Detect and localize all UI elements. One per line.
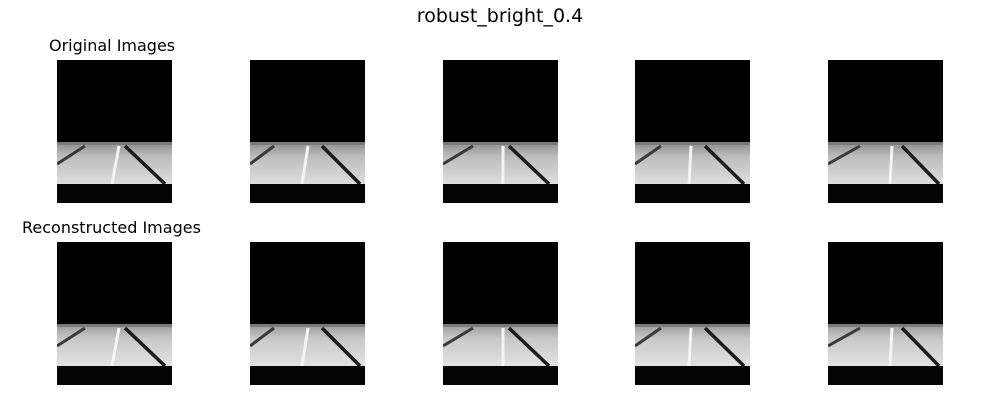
original-image-4 [635, 60, 750, 203]
row-label-original: Original Images [49, 36, 176, 55]
reconstructed-image-5 [828, 242, 943, 385]
reconstructed-image-2 [250, 242, 365, 385]
reconstructed-image-4 [635, 242, 750, 385]
original-image-2 [250, 60, 365, 203]
original-image-5 [828, 60, 943, 203]
reconstructed-image-1 [57, 242, 172, 385]
original-image-3 [443, 60, 558, 203]
figure-title: robust_bright_0.4 [416, 5, 584, 27]
row-label-reconstructed: Reconstructed Images [22, 218, 201, 237]
reconstructed-image-3 [443, 242, 558, 385]
original-image-1 [57, 60, 172, 203]
